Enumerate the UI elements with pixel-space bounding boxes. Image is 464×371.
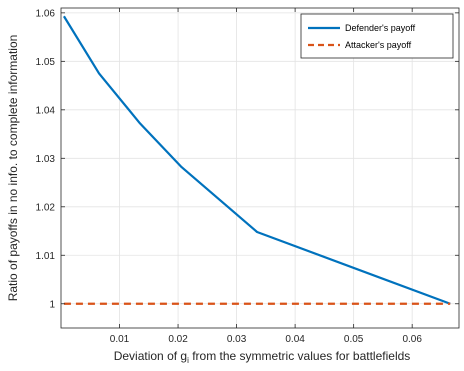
x-axis-label-rest: from the symmetric values for battlefiel…: [189, 349, 410, 363]
y-tick-label: 1.04: [36, 105, 56, 116]
legend-label-attacker: Attacker's payoff: [345, 40, 412, 50]
x-tick-label: 0.05: [344, 334, 364, 345]
tick-labels: 0.01 0.02 0.03 0.04 0.05 0.06 1 1.01 1.02 1.03 1.0…: [36, 8, 423, 345]
y-tick-label: 1.02: [36, 202, 56, 213]
legend-box: [300, 13, 454, 59]
x-axis-label-main: Deviation of g: [114, 349, 187, 363]
defender-payoff-line: [62, 15, 451, 305]
x-tick-label: 0.06: [402, 334, 422, 345]
y-tick-label: 1.06: [36, 8, 56, 19]
series-layer: [62, 15, 451, 305]
x-axis-label: Deviation of gi from the symmetric value…: [114, 349, 411, 365]
tick-marks: [61, 8, 459, 328]
y-tick-label: 1.05: [36, 57, 56, 68]
x-tick-label: 0.01: [110, 334, 130, 345]
y-tick-label: 1: [49, 299, 55, 310]
x-tick-label: 0.02: [168, 334, 188, 345]
legend-label-defender: Defender's payoff: [345, 23, 416, 33]
y-axis-label: Ratio of payoffs in no info. to complete…: [6, 35, 20, 302]
plot-frame: [60, 7, 460, 329]
x-tick-label: 0.03: [227, 334, 247, 345]
grid-lines: [61, 8, 459, 328]
y-tick-label: 1.03: [36, 154, 56, 165]
y-tick-label: 1.01: [36, 251, 56, 262]
legend: Defender's payoff Attacker's payoff: [300, 13, 454, 59]
x-axis-label-subscript: i: [187, 356, 189, 365]
x-tick-label: 0.04: [285, 334, 305, 345]
